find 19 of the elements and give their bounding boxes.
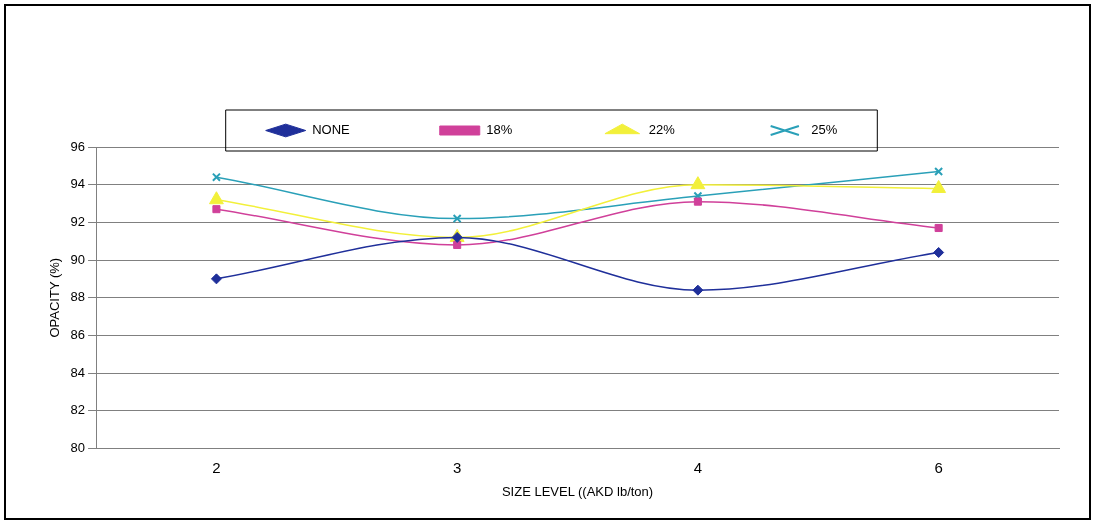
legend-label: 22% bbox=[648, 122, 676, 138]
legend-label: 18% bbox=[486, 122, 513, 138]
y-tick-label: 82 bbox=[70, 402, 86, 418]
y-tick-label: 80 bbox=[70, 439, 86, 455]
x-tick-label: 2 bbox=[212, 458, 221, 476]
legend-label: NONE bbox=[312, 122, 351, 138]
x-tick-label: 4 bbox=[693, 458, 703, 476]
x-axis-title: SIZE LEVEL ((AKD lb/ton) bbox=[501, 483, 654, 499]
y-tick-label: 88 bbox=[70, 289, 86, 305]
y-tick-label: 96 bbox=[70, 138, 86, 154]
y-tick-label: 92 bbox=[70, 213, 86, 229]
legend-label: 25% bbox=[811, 122, 838, 138]
y-axis-title: OPACITY (%) bbox=[47, 257, 63, 338]
x-tick-label: 3 bbox=[452, 458, 462, 476]
y-tick-label: 90 bbox=[70, 251, 86, 267]
x-tick-label: 6 bbox=[934, 458, 943, 476]
y-tick-label: 94 bbox=[70, 176, 86, 192]
y-tick-label: 86 bbox=[70, 326, 86, 342]
y-tick-label: 84 bbox=[70, 364, 86, 380]
